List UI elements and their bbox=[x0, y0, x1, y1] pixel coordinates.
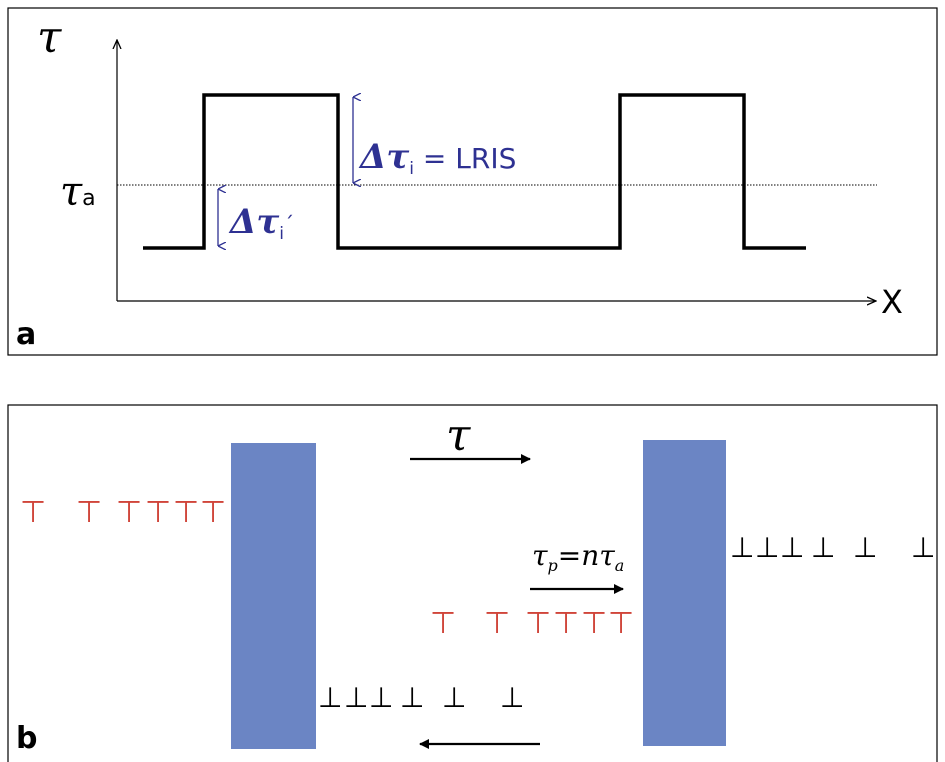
dislocation-red: ⊤ bbox=[608, 606, 634, 641]
red-dislocation-row-middle: ⊤ ⊤ ⊤ ⊤ ⊤ ⊤ bbox=[430, 606, 634, 641]
panel-a-frame bbox=[7, 7, 938, 356]
dislocation-black: ⊥ bbox=[755, 531, 779, 564]
delta-large-label: Δτi = LRIS bbox=[358, 137, 516, 179]
black-dislocation-row-right: ⊥ ⊥ ⊥ ⊥ ⊥ ⊥ bbox=[730, 531, 935, 564]
dislocation-black: ⊥ bbox=[369, 681, 393, 714]
obstacle-right bbox=[643, 440, 726, 746]
black-dislocation-row-bottom: ⊥ ⊥ ⊥ ⊥ ⊥ ⊥ bbox=[318, 681, 524, 714]
dislocation-black: ⊥ bbox=[344, 681, 368, 714]
top-arrow-label: τ bbox=[446, 410, 471, 461]
dislocation-black: ⊥ bbox=[318, 681, 342, 714]
dislocation-black: ⊥ bbox=[811, 531, 835, 564]
panel-b: τ τp=nτa ⊤ ⊤ ⊤ ⊤ ⊤ ⊤ ⊤ ⊤ ⊤ ⊤ ⊤ ⊤ ⊥ bbox=[7, 404, 938, 762]
red-dislocation-row-top: ⊤ ⊤ ⊤ ⊤ ⊤ ⊤ bbox=[20, 495, 226, 530]
x-axis-label: X bbox=[881, 283, 903, 321]
dislocation-red: ⊤ bbox=[173, 495, 199, 530]
stress-profile bbox=[143, 93, 806, 250]
dislocation-black: ⊥ bbox=[442, 681, 466, 714]
dislocation-red: ⊤ bbox=[116, 495, 142, 530]
dislocation-black: ⊥ bbox=[730, 531, 754, 564]
dislocation-red: ⊤ bbox=[581, 606, 607, 641]
dislocation-red: ⊤ bbox=[525, 606, 551, 641]
dislocation-black: ⊥ bbox=[911, 531, 935, 564]
dislocation-black: ⊥ bbox=[780, 531, 804, 564]
threshold-label: τa bbox=[60, 169, 96, 215]
panel-a: τ X τa Δτi = LRIS Δτi´ a bbox=[7, 7, 938, 356]
dislocation-red: ⊤ bbox=[553, 606, 579, 641]
panel-b-label: b bbox=[16, 721, 37, 756]
dislocation-black: ⊥ bbox=[400, 681, 424, 714]
dislocation-red: ⊤ bbox=[76, 495, 102, 530]
middle-arrow-label: τp=nτa bbox=[532, 539, 624, 575]
dislocation-black: ⊥ bbox=[500, 681, 524, 714]
dislocation-black: ⊥ bbox=[853, 531, 877, 564]
panel-b-frame bbox=[7, 404, 938, 762]
delta-small-label: Δτi´ bbox=[228, 202, 294, 244]
obstacle-left bbox=[231, 443, 316, 749]
dislocation-red: ⊤ bbox=[145, 495, 171, 530]
dislocation-red: ⊤ bbox=[484, 606, 510, 641]
dislocation-red: ⊤ bbox=[200, 495, 226, 530]
dislocation-red: ⊤ bbox=[20, 495, 46, 530]
dislocation-red: ⊤ bbox=[430, 606, 456, 641]
y-axis-label: τ bbox=[37, 12, 62, 63]
panel-a-label: a bbox=[16, 317, 36, 352]
